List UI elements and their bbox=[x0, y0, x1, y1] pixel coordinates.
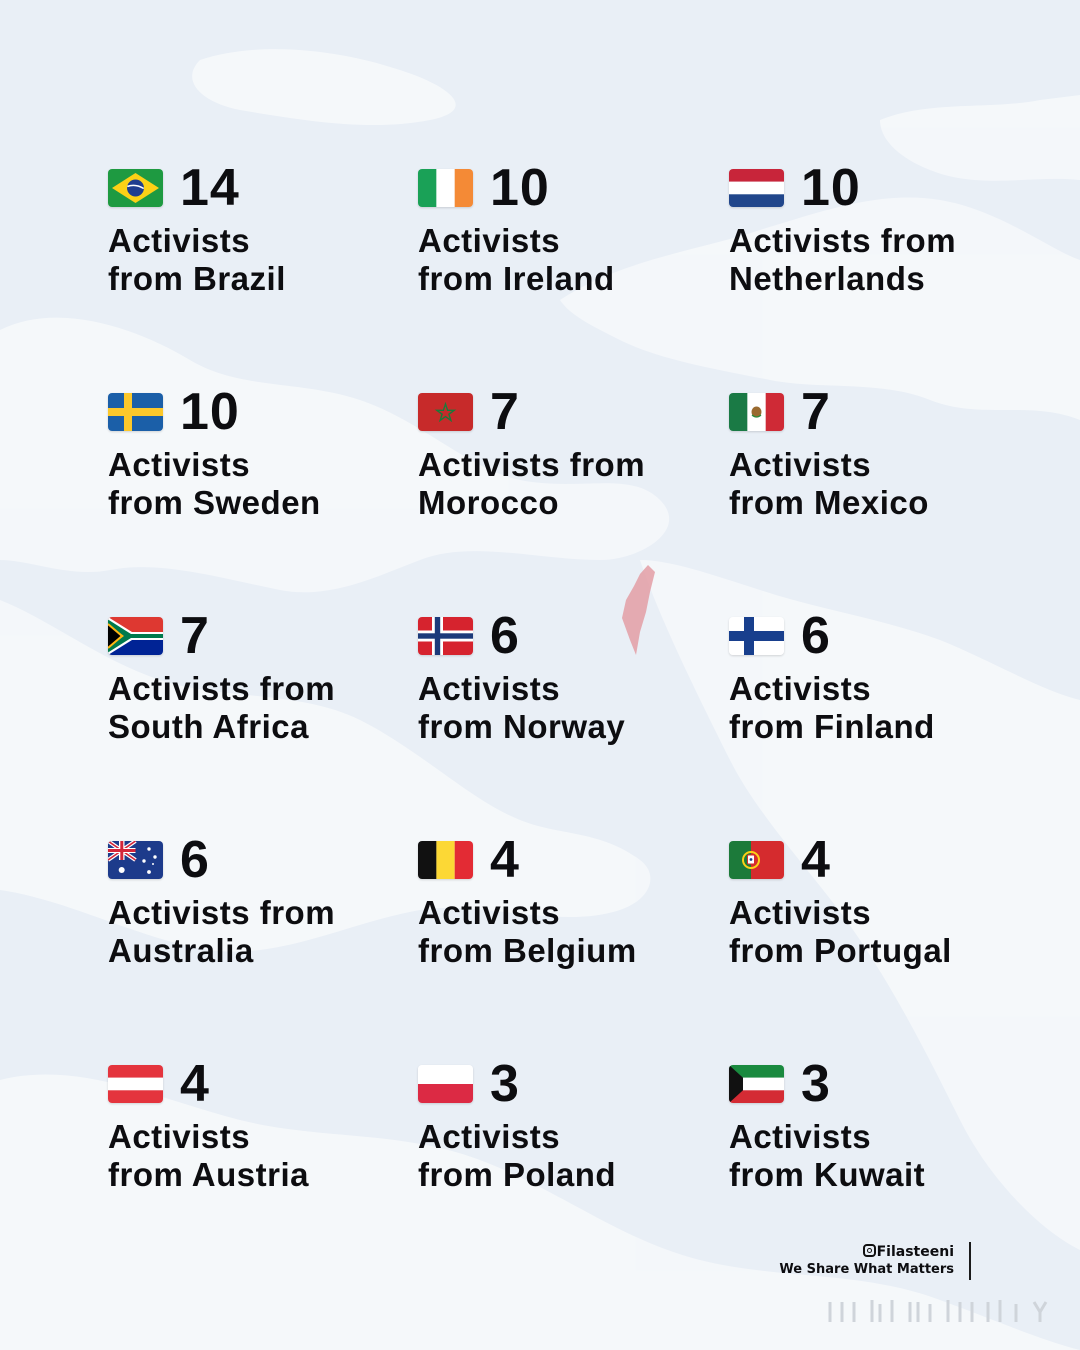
card-norway: 6 Activists from Norway bbox=[418, 610, 738, 780]
label-line-2: from Sweden bbox=[108, 484, 321, 521]
south-africa-flag-icon bbox=[108, 617, 163, 655]
card-label: Activists from South Africa bbox=[108, 670, 428, 746]
activist-count: 4 bbox=[801, 831, 831, 889]
label-line-2: from Belgium bbox=[418, 932, 637, 969]
card-label: Activists from Netherlands bbox=[729, 222, 1049, 298]
label-line-1: Activists bbox=[108, 222, 251, 259]
label-line-1: Activists from bbox=[418, 446, 646, 483]
netherlands-flag-icon bbox=[729, 169, 784, 207]
label-line-2: from Austria bbox=[108, 1156, 309, 1193]
brazil-flag-icon bbox=[108, 169, 163, 207]
activist-count: 7 bbox=[801, 383, 831, 441]
label-line-1: Activists bbox=[418, 1118, 561, 1155]
activist-count: 4 bbox=[180, 1055, 210, 1113]
card-portugal: 4 Activists from Portugal bbox=[729, 834, 1049, 1004]
activist-count: 3 bbox=[490, 1055, 520, 1113]
activist-count: 10 bbox=[801, 159, 861, 217]
card-label: Activists from Portugal bbox=[729, 894, 1049, 970]
brand-signature: Filasteeni We Share What Matters bbox=[779, 1243, 954, 1278]
activist-count: 10 bbox=[180, 383, 240, 441]
card-label: Activists from Mexico bbox=[729, 446, 1049, 522]
card-poland: 3 Activists from Poland bbox=[418, 1058, 738, 1228]
brand-handle: Filasteeni bbox=[779, 1243, 954, 1261]
austria-flag-icon bbox=[108, 1065, 163, 1103]
label-line-2: Morocco bbox=[418, 484, 560, 521]
kuwait-flag-icon bbox=[729, 1065, 784, 1103]
instagram-icon bbox=[862, 1244, 876, 1257]
label-line-2: Australia bbox=[108, 932, 254, 969]
morocco-flag-icon bbox=[418, 393, 473, 431]
label-line-1: Activists bbox=[729, 446, 872, 483]
portugal-flag-icon bbox=[729, 841, 784, 879]
card-south-africa: 7 Activists from South Africa bbox=[108, 610, 428, 780]
card-netherlands: 10 Activists from Netherlands bbox=[729, 162, 1049, 332]
card-label: Activists from Austria bbox=[108, 1118, 428, 1194]
norway-flag-icon bbox=[418, 617, 473, 655]
label-line-2: from Mexico bbox=[729, 484, 929, 521]
activist-count: 4 bbox=[490, 831, 520, 889]
brand-divider bbox=[969, 1242, 971, 1280]
card-sweden: 10 Activists from Sweden bbox=[108, 386, 428, 556]
belgium-flag-icon bbox=[418, 841, 473, 879]
mexico-flag-icon bbox=[729, 393, 784, 431]
card-label: Activists from Belgium bbox=[418, 894, 738, 970]
label-line-2: from Kuwait bbox=[729, 1156, 926, 1193]
poland-flag-icon bbox=[418, 1065, 473, 1103]
activist-count: 7 bbox=[490, 383, 520, 441]
card-label: Activists from Brazil bbox=[108, 222, 428, 298]
label-line-1: Activists bbox=[418, 894, 561, 931]
label-line-2: from Brazil bbox=[108, 260, 286, 297]
card-kuwait: 3 Activists from Kuwait bbox=[729, 1058, 1049, 1228]
finland-flag-icon bbox=[729, 617, 784, 655]
label-line-2: from Poland bbox=[418, 1156, 617, 1193]
card-label: Activists from Norway bbox=[418, 670, 738, 746]
label-line-1: Activists bbox=[729, 670, 872, 707]
card-label: Activists from Ireland bbox=[418, 222, 738, 298]
card-ireland: 10 Activists from Ireland bbox=[418, 162, 738, 332]
card-brazil: 14 Activists from Brazil bbox=[108, 162, 428, 332]
label-line-1: Activists from bbox=[729, 222, 957, 259]
card-label: Activists from Australia bbox=[108, 894, 428, 970]
label-line-2: from Ireland bbox=[418, 260, 615, 297]
label-line-2: from Finland bbox=[729, 708, 935, 745]
card-morocco: 7 Activists from Morocco bbox=[418, 386, 738, 556]
brand-tagline: We Share What Matters bbox=[779, 1262, 954, 1277]
label-line-1: Activists bbox=[418, 222, 561, 259]
activist-count: 10 bbox=[490, 159, 550, 217]
label-line-2: Netherlands bbox=[729, 260, 926, 297]
card-label: Activists from Poland bbox=[418, 1118, 738, 1194]
label-line-1: Activists from bbox=[108, 894, 336, 931]
australia-flag-icon bbox=[108, 841, 163, 879]
label-line-2: South Africa bbox=[108, 708, 309, 745]
card-label: Activists from Sweden bbox=[108, 446, 428, 522]
label-line-2: from Norway bbox=[418, 708, 626, 745]
brand-handle-text: Filasteeni bbox=[876, 1244, 954, 1260]
label-line-2: from Portugal bbox=[729, 932, 952, 969]
activist-count: 6 bbox=[490, 607, 520, 665]
watermark-decoration bbox=[828, 1300, 1048, 1322]
card-label: Activists from Morocco bbox=[418, 446, 738, 522]
card-belgium: 4 Activists from Belgium bbox=[418, 834, 738, 1004]
sweden-flag-icon bbox=[108, 393, 163, 431]
card-label: Activists from Kuwait bbox=[729, 1118, 1049, 1194]
label-line-1: Activists bbox=[729, 894, 872, 931]
card-label: Activists from Finland bbox=[729, 670, 1049, 746]
card-austria: 4 Activists from Austria bbox=[108, 1058, 428, 1228]
label-line-1: Activists bbox=[729, 1118, 872, 1155]
label-line-1: Activists bbox=[108, 1118, 251, 1155]
label-line-1: Activists bbox=[108, 446, 251, 483]
label-line-1: Activists from bbox=[108, 670, 336, 707]
card-australia: 6 Activists from Australia bbox=[108, 834, 428, 1004]
activist-count: 7 bbox=[180, 607, 210, 665]
card-finland: 6 Activists from Finland bbox=[729, 610, 1049, 780]
activist-count: 6 bbox=[801, 607, 831, 665]
card-mexico: 7 Activists from Mexico bbox=[729, 386, 1049, 556]
activist-count: 14 bbox=[180, 159, 240, 217]
label-line-1: Activists bbox=[418, 670, 561, 707]
activist-count: 6 bbox=[180, 831, 210, 889]
ireland-flag-icon bbox=[418, 169, 473, 207]
activist-count: 3 bbox=[801, 1055, 831, 1113]
